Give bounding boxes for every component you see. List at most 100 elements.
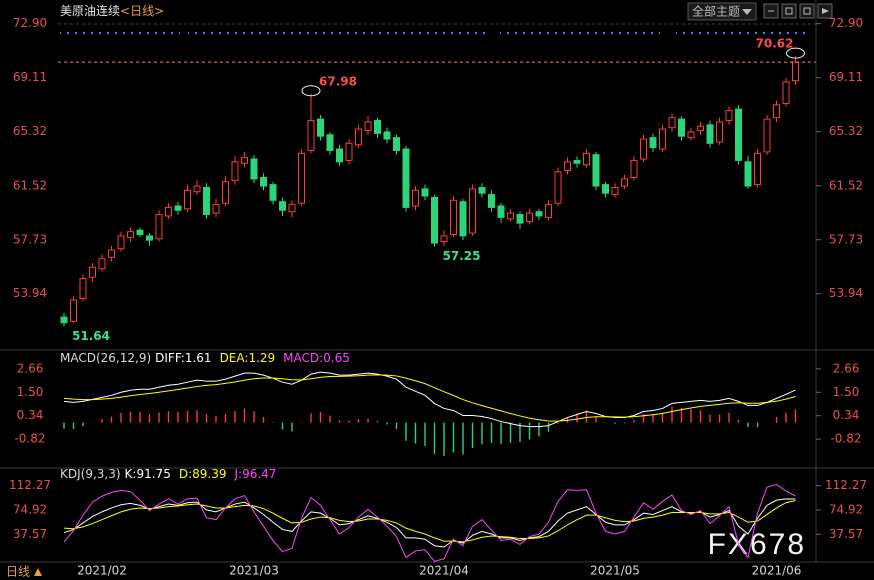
- indicator-line: [63, 374, 796, 422]
- candle-body: [545, 204, 552, 218]
- theme-button[interactable]: 全部主题: [687, 2, 757, 21]
- y-tick-label-left: 37.57: [13, 527, 47, 541]
- candle-body: [288, 204, 296, 213]
- y-tick-label-right: 37.57: [829, 527, 863, 541]
- candle-body: [108, 249, 115, 258]
- button-frame: [687, 2, 757, 21]
- candle-body: [592, 154, 600, 187]
- indicator-line: [63, 500, 796, 543]
- candle-body: [89, 266, 96, 278]
- event-dots: [500, 30, 660, 38]
- candle-body: [421, 188, 429, 197]
- candle-body: [117, 235, 125, 250]
- event-dots: [60, 30, 180, 38]
- candle-body: [374, 120, 381, 134]
- candle-body: [212, 204, 220, 214]
- x-tick-label: 2021/04: [419, 564, 469, 578]
- indicator-line: [63, 498, 796, 548]
- y-tick-label-left: 1.50: [17, 385, 44, 399]
- candle-body: [146, 235, 153, 241]
- y-tick-label-left: 57.73: [13, 232, 47, 246]
- candle-body: [393, 137, 400, 151]
- candle-body: [478, 186, 486, 194]
- candle-body: [516, 214, 524, 224]
- y-tick-label-left: 53.94: [13, 286, 47, 300]
- panel-title: MACD(26,12,9): [60, 351, 151, 365]
- candle-body: [640, 138, 647, 160]
- high-label: 67.98: [319, 74, 357, 88]
- indicator-line: [63, 483, 796, 562]
- candle-body: [763, 118, 771, 153]
- icon-glyph: [822, 8, 829, 14]
- legend-value: 1.61: [185, 351, 212, 365]
- icon-glyph: [803, 7, 811, 15]
- panel-title: KDJ(9,3,3): [60, 467, 121, 481]
- candle-body: [611, 186, 619, 196]
- candle-body: [621, 178, 628, 187]
- legend-name: MACD:: [283, 351, 323, 365]
- candle-body: [535, 211, 543, 217]
- candle-body: [165, 206, 172, 217]
- event-dots: [188, 30, 488, 38]
- watermark: FX678: [708, 528, 806, 561]
- legend-name: DIFF:: [155, 351, 185, 365]
- chart-title: 美原油连续<日线>: [60, 3, 164, 18]
- candle-body: [136, 229, 144, 235]
- candle-body: [792, 61, 799, 82]
- x-tick-label: 2021/05: [590, 564, 640, 578]
- candle-body: [649, 137, 657, 149]
- candle-body: [298, 152, 305, 204]
- candle-body: [231, 161, 239, 181]
- period-label[interactable]: 日线: [6, 565, 30, 579]
- candle-body: [317, 118, 324, 137]
- icon-button[interactable]: [781, 3, 797, 19]
- candle-body: [583, 152, 590, 166]
- candle-body: [174, 205, 182, 211]
- candle-body: [744, 161, 752, 187]
- candle-body: [782, 81, 790, 104]
- candle-body: [564, 161, 571, 171]
- legend-name: J:: [233, 467, 242, 481]
- y-tick-label-right: 65.32: [829, 124, 863, 138]
- candle-body: [355, 128, 362, 146]
- y-tick-label-right: 74.92: [829, 502, 863, 516]
- low-label: 51.64: [72, 329, 110, 343]
- candle-body: [383, 131, 391, 140]
- low-label: 57.25: [443, 249, 481, 263]
- candle-body: [706, 124, 714, 144]
- icon-button[interactable]: [799, 3, 815, 19]
- period-arrow: [34, 568, 42, 576]
- high-marker: [301, 85, 321, 97]
- candle-body: [79, 278, 87, 300]
- candle-body: [697, 125, 704, 132]
- candle-body: [127, 231, 134, 238]
- candle-body: [668, 117, 676, 129]
- y-tick-label-right: 2.66: [833, 361, 860, 375]
- x-tick-label: 2021/06: [752, 564, 802, 578]
- y-tick-label-right: 0.34: [833, 408, 860, 422]
- candle-body: [488, 194, 495, 208]
- y-tick-label-right: 1.50: [833, 385, 860, 399]
- icon-glyph: [785, 7, 793, 15]
- legend-value: 89.39: [192, 467, 226, 481]
- event-dots: [676, 30, 810, 38]
- candle-body: [450, 199, 457, 235]
- candle-body: [659, 128, 666, 150]
- y-tick-label-right: 61.52: [829, 178, 863, 192]
- candle-body: [507, 212, 514, 220]
- legend-name: DEA:: [220, 351, 249, 365]
- candle-body: [222, 181, 229, 204]
- dropdown-arrow: [742, 9, 752, 15]
- candle-body: [203, 186, 210, 216]
- candle-body: [279, 201, 286, 211]
- candle-body: [497, 205, 505, 218]
- candle-body: [459, 201, 467, 237]
- legend-value: 0.65: [323, 351, 350, 365]
- candle-body: [440, 235, 448, 243]
- candle-body: [773, 104, 780, 119]
- y-tick-label-left: 74.92: [13, 502, 47, 516]
- period: <日线>: [120, 4, 164, 18]
- high-marker: [786, 47, 805, 59]
